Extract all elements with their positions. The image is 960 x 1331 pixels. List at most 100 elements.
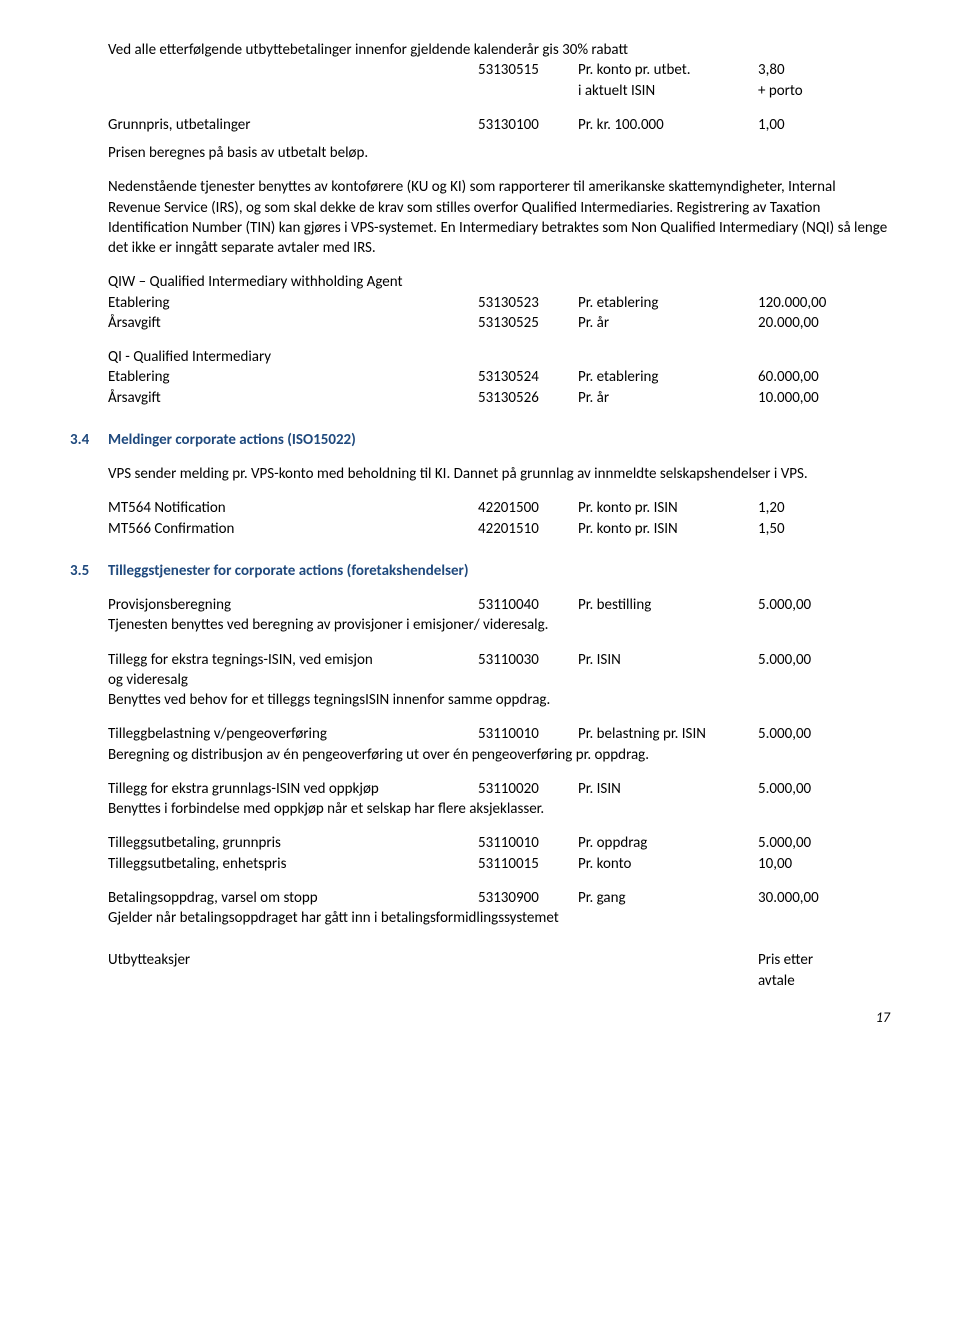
label: Tilleggsutbetaling, enhetspris [108, 854, 478, 874]
price: 10.000,00 [758, 388, 890, 408]
row-betalingsoppdrag: Betalingsoppdrag, varsel om stopp 531309… [108, 888, 890, 908]
row-tilleggbelastning: Tilleggbelastning v/pengeoverføring 5311… [108, 724, 890, 744]
label: Utbytteaksjer [108, 950, 478, 970]
empty [578, 971, 758, 991]
price: 5.000,00 [758, 595, 890, 615]
row-tegnings-isin: Tillegg for ekstra tegnings-ISIN, ved em… [108, 650, 890, 670]
unit: Pr. konto [578, 854, 758, 874]
page-number: 17 [70, 1009, 890, 1028]
price: 5.000,00 [758, 833, 890, 853]
price: 5.000,00 [758, 650, 890, 670]
unit: Pr. konto pr. ISIN [578, 519, 758, 539]
label: Tillegg for ekstra tegnings-ISIN, ved em… [108, 650, 478, 670]
price: 120.000,00 [758, 293, 890, 313]
code: 53130100 [478, 115, 578, 135]
heading-3-5: 3.5 Tilleggstjenester for corporate acti… [70, 561, 890, 581]
unit: Pr. kr. 100.000 [578, 115, 758, 135]
code: 53110015 [478, 854, 578, 874]
code: 53130526 [478, 388, 578, 408]
code: 53130900 [478, 888, 578, 908]
row-53130515: 53130515 Pr. konto pr. utbet. 3,80 [478, 60, 960, 80]
row-qi-aarsavgift: Årsavgift 53130526 Pr. år 10.000,00 [108, 388, 890, 408]
unit: Pr. ISIN [578, 650, 758, 670]
price: 1,20 [758, 498, 890, 518]
row-provisjonsberegning: Provisjonsberegning 53110040 Pr. bestill… [108, 595, 890, 615]
qi-title: QI - Qualified Intermediary [108, 347, 890, 367]
section-num: 3.4 [70, 430, 108, 450]
row-utbytteaksjer-2: avtale [108, 971, 890, 991]
price: 5.000,00 [758, 724, 890, 744]
label: Grunnpris, utbetalinger [108, 115, 478, 135]
heading-3-4: 3.4 Meldinger corporate actions (ISO1502… [70, 430, 890, 450]
price: 20.000,00 [758, 313, 890, 333]
unit: Pr. oppdrag [578, 833, 758, 853]
code: 53110010 [478, 724, 578, 744]
code: 53130524 [478, 367, 578, 387]
price: 5.000,00 [758, 779, 890, 799]
label: Tillegg for ekstra grunnlags-ISIN ved op… [108, 779, 478, 799]
label-line2: og videresalg [108, 670, 890, 690]
price: avtale [758, 971, 890, 991]
price: 10,00 [758, 854, 890, 874]
label: Etablering [108, 293, 478, 313]
price: 3,80 [758, 60, 960, 80]
text-rabatt: Ved alle etterfølgende utbyttebetalinger… [108, 40, 890, 60]
label: MT566 Confirmation [108, 519, 478, 539]
unit: Pr. etablering [578, 293, 758, 313]
row-qiw-etablering: Etablering 53130523 Pr. etablering 120.0… [108, 293, 890, 313]
section-num: 3.5 [70, 561, 108, 581]
label: Betalingsoppdrag, varsel om stopp [108, 888, 478, 908]
code: 42201510 [478, 519, 578, 539]
price: + porto [758, 81, 960, 101]
qiw-title: QIW – Qualified Intermediary withholding… [108, 272, 890, 292]
note-grunnlags-isin: Benyttes i forbindelse med oppkjøp når e… [108, 799, 890, 819]
code: 53110010 [478, 833, 578, 853]
empty [478, 950, 578, 970]
section-title: Meldinger corporate actions (ISO15022) [108, 430, 890, 450]
text-prisen: Prisen beregnes på basis av utbetalt bel… [108, 143, 890, 163]
label: Årsavgift [108, 388, 478, 408]
code: 53110030 [478, 650, 578, 670]
note-betalingsoppdrag: Gjelder når betalingsoppdraget har gått … [108, 908, 890, 928]
empty [108, 971, 478, 991]
label: MT564 Notification [108, 498, 478, 518]
code: 53110040 [478, 595, 578, 615]
unit: Pr. konto pr. utbet. [578, 60, 758, 80]
empty [478, 81, 578, 101]
section-3-4-body: VPS sender melding pr. VPS-konto med beh… [108, 464, 890, 539]
row-tilleggsutbetaling-grunnpris: Tilleggsutbetaling, grunnpris 53110010 P… [108, 833, 890, 853]
price: 60.000,00 [758, 367, 890, 387]
row-utbytteaksjer: Utbytteaksjer Pris etter [108, 950, 890, 970]
note-tilleggbelastning: Beregning og distribusjon av én pengeove… [108, 745, 890, 765]
label: Provisjonsberegning [108, 595, 478, 615]
unit: Pr. konto pr. ISIN [578, 498, 758, 518]
section-3-5-body: Provisjonsberegning 53110040 Pr. bestill… [108, 595, 890, 991]
row-mt566: MT566 Confirmation 42201510 Pr. konto pr… [108, 519, 890, 539]
unit: Pr. år [578, 313, 758, 333]
unit: Pr. ISIN [578, 779, 758, 799]
price: 30.000,00 [758, 888, 890, 908]
unit: i aktuelt ISIN [578, 81, 758, 101]
row-qiw-aarsavgift: Årsavgift 53130525 Pr. år 20.000,00 [108, 313, 890, 333]
price: Pris etter [758, 950, 890, 970]
code: 53130515 [478, 60, 578, 80]
para-intro: VPS sender melding pr. VPS-konto med beh… [108, 464, 890, 484]
label: Etablering [108, 367, 478, 387]
unit: Pr. år [578, 388, 758, 408]
code: 53110020 [478, 779, 578, 799]
empty [478, 971, 578, 991]
row-tilleggsutbetaling-enhetspris: Tilleggsutbetaling, enhetspris 53110015 … [108, 854, 890, 874]
note-provisjonsberegning: Tjenesten benyttes ved beregning av prov… [108, 615, 890, 635]
unit: Pr. gang [578, 888, 758, 908]
row-porto: i aktuelt ISIN + porto [478, 81, 960, 101]
code: 42201500 [478, 498, 578, 518]
para-nedenstaaende: Nedenstående tjenester benyttes av konto… [108, 177, 890, 258]
row-grunnlags-isin: Tillegg for ekstra grunnlags-ISIN ved op… [108, 779, 890, 799]
section-title: Tilleggstjenester for corporate actions … [108, 561, 890, 581]
unit: Pr. belastning pr. ISIN [578, 724, 758, 744]
label: Tilleggsutbetaling, grunnpris [108, 833, 478, 853]
code: 53130525 [478, 313, 578, 333]
empty [578, 950, 758, 970]
label: Tilleggbelastning v/pengeoverføring [108, 724, 478, 744]
unit: Pr. bestilling [578, 595, 758, 615]
